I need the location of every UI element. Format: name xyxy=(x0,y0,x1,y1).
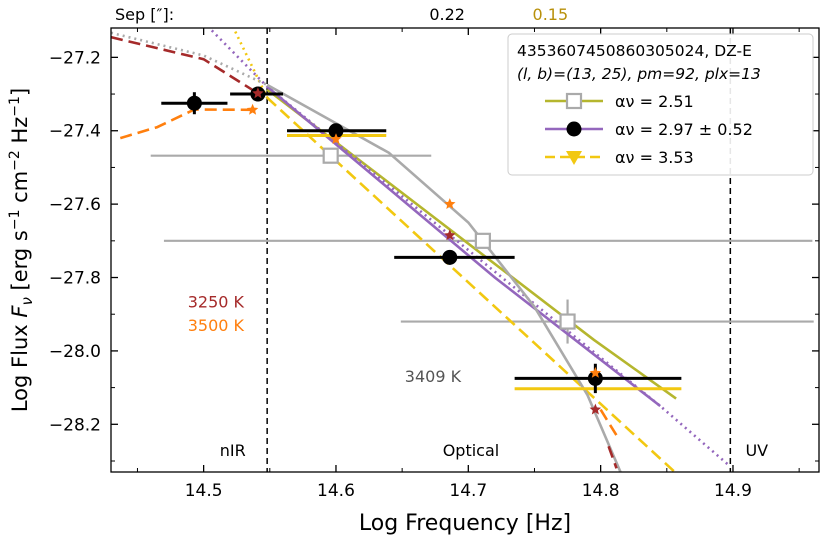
legend-circle-marker xyxy=(566,121,582,137)
x-tick-label: 14.6 xyxy=(317,481,355,501)
y-tick-label: −28.0 xyxy=(49,342,101,362)
model-line xyxy=(232,28,269,99)
model-star-marker xyxy=(444,229,456,241)
legend-square-marker xyxy=(565,92,583,110)
model-line xyxy=(266,85,661,408)
x-tick-label: 14.8 xyxy=(582,481,620,501)
y-tick-label: −27.6 xyxy=(49,195,101,215)
y-tick-label: −27.8 xyxy=(49,269,101,289)
legend-triangle-marker xyxy=(566,151,582,165)
region-label: UV xyxy=(745,441,768,460)
temperature-label: 3250 K xyxy=(188,293,245,312)
y-tick-label: −28.2 xyxy=(49,415,101,435)
black-circle-marker xyxy=(442,249,458,265)
legend-title-line1: 4353607450860305024, DZ-E xyxy=(517,42,752,60)
x-axis-label: Log Frequency [Hz] xyxy=(359,511,571,536)
y-tick-label: −27.2 xyxy=(49,48,101,68)
plot-area xyxy=(111,28,814,472)
black-circle-marker xyxy=(328,123,344,139)
model-line xyxy=(111,31,268,87)
legend-label: αν = 3.53 xyxy=(615,148,694,167)
top-sep-label: Sep [″]: xyxy=(115,5,174,24)
region-label: Optical xyxy=(443,441,500,460)
gray-square-marker xyxy=(322,147,339,164)
x-tick-label: 14.9 xyxy=(714,481,752,501)
model-line xyxy=(607,445,618,469)
model-star-marker xyxy=(589,403,602,415)
x-tick-label: 14.5 xyxy=(185,481,223,501)
y-axis-label: Log Flux Fν [erg s−1 cm−2 Hz−1] xyxy=(7,88,36,412)
plot-frame xyxy=(110,27,820,473)
x-tick-label: 14.7 xyxy=(449,481,487,501)
axis-ticks: 14.5 14.6 14.7 14.8 14.9 −27.2 −27.4 −27.6 −27.8… xyxy=(49,28,819,501)
model-star-marker xyxy=(330,133,342,144)
model-star-marker xyxy=(246,103,259,115)
region-label: nIR xyxy=(220,441,246,460)
model-star-marker xyxy=(252,87,264,99)
legend-label: αν = 2.97 ± 0.52 xyxy=(615,120,753,139)
y-tick-label: −27.4 xyxy=(49,122,101,142)
gray-square-marker xyxy=(559,313,576,330)
temperature-label: 3409 K xyxy=(405,367,462,386)
model-line xyxy=(207,28,732,468)
top-sep-value: 0.15 xyxy=(533,5,569,24)
model-star-marker xyxy=(444,198,456,209)
top-values: 0.22 0.15 xyxy=(429,5,568,24)
black-circle-marker xyxy=(587,370,603,386)
temperature-label: 3500 K xyxy=(188,316,245,335)
model-line xyxy=(599,408,618,436)
model-line xyxy=(111,35,259,95)
top-sep-value: 0.22 xyxy=(429,5,465,24)
model-line xyxy=(119,108,253,140)
annotations: nIR Optical UV 3250 K 3500 K 3409 K xyxy=(188,293,768,460)
gray-square-marker xyxy=(474,232,491,249)
model-star-marker xyxy=(589,366,602,378)
legend-entries: αν = 2.51 αν = 2.97 ± 0.52 αν = 3.53 xyxy=(545,92,753,167)
legend-title-line2: (l, b)=(13, 25), pm=92, plx=13 xyxy=(517,65,761,83)
legend: 4353607450860305024, DZ-E (l, b)=(13, 25… xyxy=(507,33,814,176)
black-circle-marker xyxy=(186,95,202,111)
legend-box xyxy=(507,33,814,176)
legend-label: αν = 2.51 xyxy=(615,92,694,111)
